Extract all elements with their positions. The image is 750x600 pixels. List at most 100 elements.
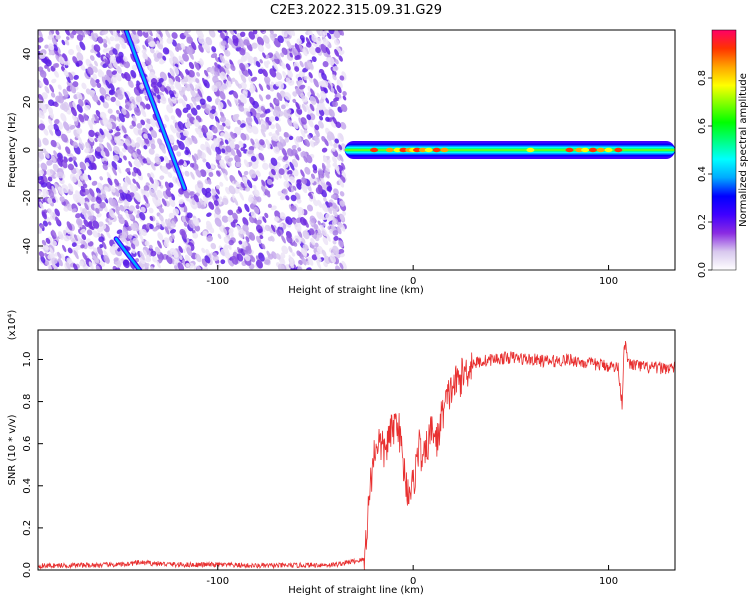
snr-multiplier: (x10⁴)	[7, 310, 18, 341]
heatmap-noise-cell	[248, 232, 256, 241]
heatmap-noise-cell	[127, 144, 134, 154]
heatmap-noise-cell	[265, 94, 271, 100]
heatmap-noise-cell	[264, 108, 271, 114]
heatmap-noise-cell	[58, 56, 65, 65]
heatmap-noise-cell	[135, 95, 142, 103]
heatmap-noise-cell	[158, 214, 164, 222]
heatmap-noise-cell	[220, 132, 225, 137]
heatmap-noise-cell	[269, 102, 275, 110]
heatmap-noise-cell	[170, 115, 176, 120]
heatmap-noise-cell	[270, 235, 275, 242]
heatmap-noise-cell	[182, 94, 188, 102]
heatmap-noise-cell	[60, 253, 66, 261]
heatmap-noise-cell	[236, 253, 244, 262]
heatmap-signal-peak	[413, 147, 422, 153]
heatmap-signal-peak	[393, 147, 402, 153]
heatmap-noise-cell	[54, 119, 60, 125]
heatmap-noise-cell	[87, 174, 92, 181]
heatmap-noise-cell	[176, 139, 181, 146]
heatmap-noise-cell	[75, 194, 81, 203]
heatmap-noise-cell	[262, 52, 266, 59]
heatmap-noise-cell	[129, 183, 137, 193]
heatmap-noise-cell	[330, 87, 335, 93]
heatmap-noise-cell	[342, 95, 347, 101]
heatmap-noise-cell	[239, 191, 245, 201]
heatmap-noise-cell	[230, 148, 236, 156]
heatmap-noise-cell	[91, 162, 97, 170]
heatmap-noise-cell	[169, 229, 177, 234]
heatmap-noise-cell	[110, 76, 117, 84]
heatmap-noise-cell	[272, 109, 280, 118]
heatmap-noise-cell	[85, 88, 91, 95]
heatmap-noise-cell	[289, 161, 295, 171]
heatmap-noise-cell	[61, 184, 69, 194]
heatmap-noise-cell	[150, 172, 155, 178]
heatmap-ytick-label: 40	[22, 48, 33, 61]
heatmap-noise-cell	[77, 135, 83, 145]
heatmap-noise-cell	[84, 202, 89, 211]
heatmap-noise-cell	[252, 100, 259, 109]
heatmap-noise-cell	[189, 162, 195, 168]
heatmap-noise-cell	[262, 162, 269, 170]
heatmap-signal-peak	[424, 147, 433, 153]
heatmap-noise-cell	[306, 114, 312, 121]
heatmap-noise-cell	[255, 219, 262, 226]
heatmap-noise-cell	[166, 37, 173, 44]
heatmap-noise-cell	[220, 32, 226, 40]
heatmap-noise-cell	[284, 101, 289, 107]
heatmap-noise-cell	[64, 61, 69, 66]
heatmap-noise-cell	[238, 105, 245, 112]
heatmap-noise-cell	[103, 43, 108, 48]
heatmap-noise-cell	[186, 103, 191, 110]
heatmap-noise-cell	[62, 88, 69, 98]
heatmap-noise-cell	[199, 169, 207, 177]
heatmap-noise-cell	[38, 176, 44, 181]
heatmap-noise-cell	[96, 246, 103, 256]
heatmap-noise-cell	[51, 257, 58, 265]
heatmap-noise-cell	[55, 216, 61, 225]
heatmap-noise-cell	[65, 146, 71, 155]
heatmap-noise-cell	[184, 83, 192, 92]
heatmap-noise-cell	[57, 158, 63, 167]
heatmap-noise-cell	[238, 240, 243, 245]
heatmap-noise-cell	[112, 48, 118, 55]
heatmap-noise-cell	[215, 81, 222, 87]
heatmap-noise-cell	[48, 99, 55, 107]
heatmap-noise-cell	[113, 91, 118, 98]
heatmap-noise-cell	[45, 237, 51, 244]
heatmap-noise-cell	[175, 109, 182, 118]
heatmap-noise-cell	[331, 202, 338, 209]
heatmap-noise-cell	[165, 162, 172, 170]
heatmap-noise-cell	[275, 81, 280, 87]
heatmap-xtick-label: 0	[410, 276, 416, 287]
heatmap-xtick-label: -100	[206, 276, 229, 287]
heatmap-noise-cell	[280, 52, 285, 58]
heatmap-noise-cell	[296, 199, 302, 204]
heatmap-noise-cell	[220, 259, 226, 265]
heatmap-noise-cell	[259, 139, 265, 146]
heatmap-noise-cell	[150, 161, 156, 171]
heatmap-noise-cell	[173, 65, 180, 75]
heatmap-noise-cell	[227, 216, 234, 223]
heatmap-noise-cell	[320, 82, 325, 88]
heatmap-noise-cell	[320, 179, 327, 189]
heatmap-noise-cell	[183, 221, 188, 227]
heatmap-noise-cell	[227, 244, 232, 250]
heatmap-noise-cell	[92, 73, 98, 80]
heatmap-noise-cell	[332, 209, 338, 218]
heatmap-noise-cell	[212, 75, 219, 84]
snr-xtick-label: 0	[410, 576, 416, 587]
heatmap-noise-cell	[49, 247, 55, 256]
heatmap-noise-cell	[90, 32, 97, 42]
heatmap-noise-cell	[116, 65, 122, 74]
heatmap-noise-cell	[123, 155, 127, 161]
heatmap-noise-cell	[254, 142, 259, 149]
heatmap-ytick-label: 20	[22, 96, 33, 109]
heatmap-noise-cell	[296, 250, 301, 257]
heatmap-noise-cell	[227, 209, 234, 216]
heatmap-noise-cell	[271, 168, 276, 176]
heatmap-noise-cell	[269, 68, 277, 78]
heatmap-noise-cell	[144, 137, 150, 145]
heatmap-noise-cell	[106, 171, 112, 181]
heatmap-noise-cell	[71, 208, 77, 213]
